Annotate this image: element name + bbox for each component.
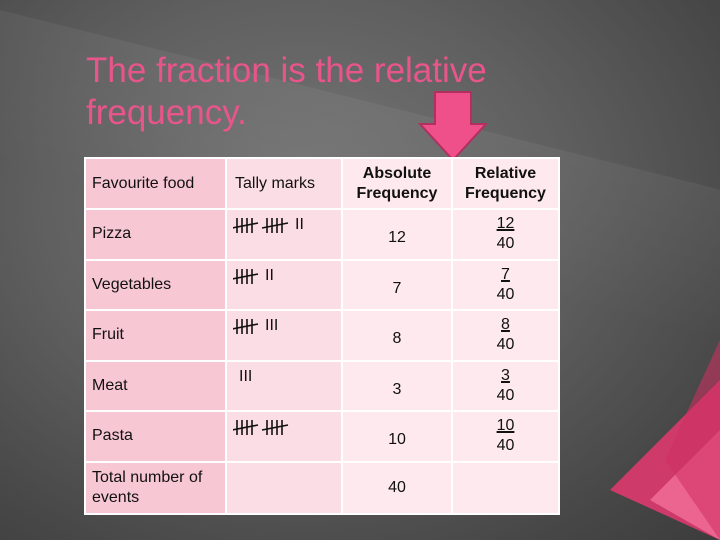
total-absolute: 40 [341,460,453,515]
absolute-frequency: 3 [341,359,453,412]
header-favourite-food: Favourite food [84,157,227,210]
relative-frequency-fraction: 8 40 [497,315,515,355]
relative-frequency: 12 40 [451,208,560,261]
total-row: Total number of events 40 [84,460,560,515]
food-name: Vegetables [84,258,227,311]
relative-frequency-fraction: 12 40 [496,214,516,254]
fraction-numerator: 7 [501,265,510,283]
table-row: Fruit III 8 8 40 [84,309,560,362]
absolute-frequency-value: 8 [392,330,402,348]
table-row: Meat III 3 3 40 [84,359,560,412]
absolute-frequency: 8 [341,309,453,362]
absolute-frequency-value: 12 [388,229,406,247]
tally-cross-stroke [233,222,259,229]
frequency-table: Favourite food Tally marks Absolute Freq… [84,157,560,515]
total-relative-cell [451,460,560,515]
absolute-frequency-value: 10 [388,431,406,449]
relative-frequency: 8 40 [451,309,560,362]
tally-cross-stroke [261,424,289,431]
tally-cross-stroke [233,272,259,280]
relative-frequency: 3 40 [451,359,560,412]
tally-marks-icon [233,420,289,435]
food-name: Meat [84,359,227,412]
tally-marks-cell: III [225,309,343,362]
food-name: Pasta [84,410,227,463]
tally-remainder: III [239,367,253,385]
absolute-frequency: 7 [341,258,453,311]
tally-remainder: II [265,266,274,284]
absolute-frequency: 12 [341,208,453,261]
absolute-frequency-value: 7 [392,279,402,297]
fraction-denominator: 40 [496,437,515,455]
tally-cross-stroke [233,424,259,431]
total-label: Total number of events [84,460,227,515]
fraction-denominator: 40 [496,386,515,404]
header-absolute-frequency: Absolute Frequency [341,157,453,210]
fraction-numerator: 8 [501,316,510,334]
tally-marks-icon [233,218,289,233]
tally-marks-cell: II [225,258,343,311]
relative-frequency: 10 40 [451,410,560,463]
tally-remainder: III [265,317,279,334]
fraction-numerator: 10 [496,417,515,435]
tally-marks-cell: II [225,208,343,261]
fraction-denominator: 40 [496,336,515,354]
tally-marks-icon [233,268,259,284]
tally-marks-icon [233,319,259,334]
absolute-frequency-value: 3 [392,380,402,398]
fraction-numerator: 12 [496,215,515,233]
header-relative-frequency: Relative Frequency [451,157,560,210]
relative-frequency-fraction: 7 40 [497,265,515,305]
corner-decoration [610,340,720,540]
tally-marks-cell [225,410,343,463]
fraction-denominator: 40 [496,285,515,303]
relative-frequency-fraction: 3 40 [497,366,515,406]
table-row: Pasta 10 10 40 [84,410,560,463]
table-header-row: Favourite food Tally marks Absolute Freq… [84,157,560,210]
header-tally-marks: Tally marks [225,157,343,210]
relative-frequency: 7 40 [451,258,560,311]
fraction-numerator: 3 [501,366,510,384]
fraction-denominator: 40 [496,235,515,253]
slide-title: The fraction is the relative frequency. [86,51,487,132]
relative-frequency-fraction: 10 40 [496,416,516,456]
food-name: Pizza [84,208,227,261]
table-row: Pizza II 12 12 40 [84,208,560,261]
tally-remainder: II [295,216,304,233]
tally-marks-cell: III [225,359,343,412]
total-tally-cell [225,460,343,515]
tally-cross-stroke [261,222,289,229]
food-name: Fruit [84,309,227,362]
tally-cross-stroke [233,323,259,330]
table-row: Vegetables II 7 7 40 [84,258,560,311]
arrow-down-icon [418,91,488,162]
absolute-frequency: 10 [341,410,453,463]
